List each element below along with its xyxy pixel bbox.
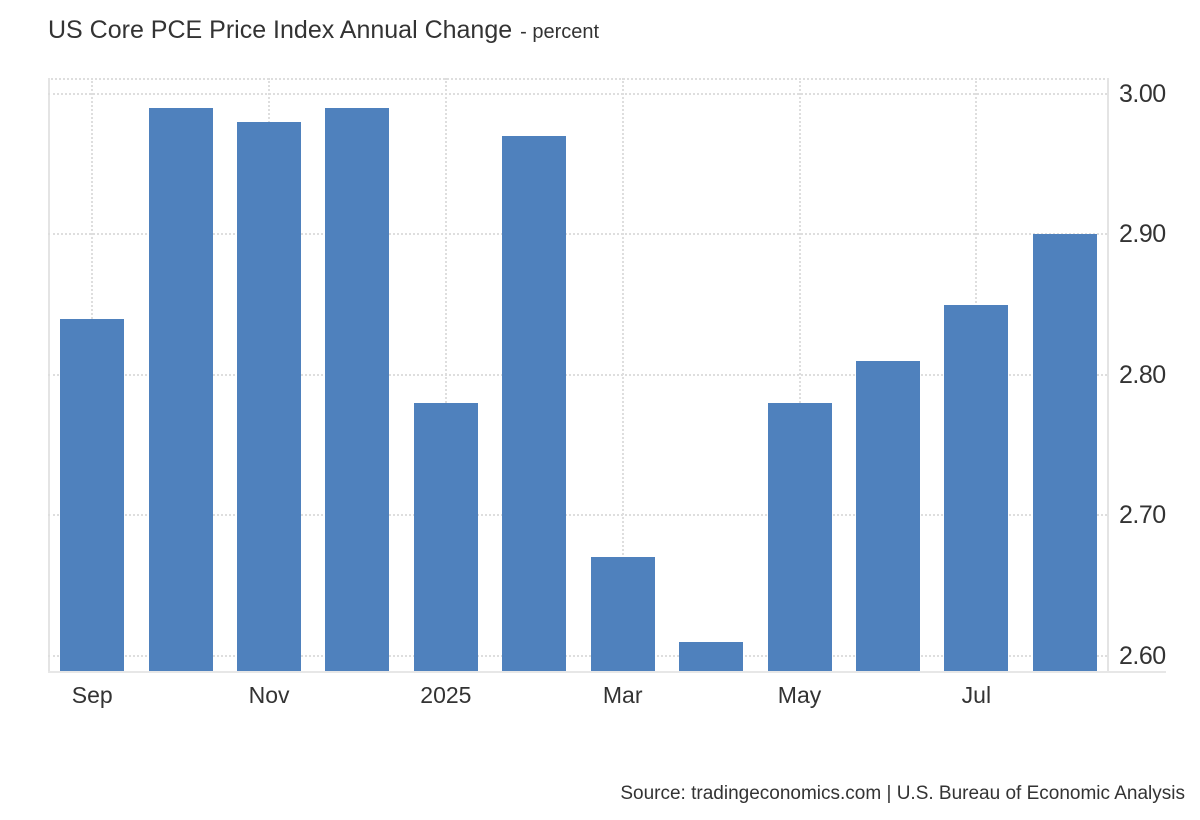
horizontal-gridline bbox=[48, 233, 1107, 236]
bar-aug[interactable] bbox=[1032, 234, 1097, 671]
horizontal-gridline bbox=[48, 373, 1107, 376]
bar-jul[interactable] bbox=[944, 304, 1009, 671]
y-axis-tick-label: 2.80 bbox=[1119, 360, 1166, 389]
horizontal-gridline bbox=[48, 93, 1107, 96]
chart-header: US Core PCE Price Index Annual Change - p… bbox=[48, 16, 599, 45]
x-axis-tick-label: Jul bbox=[961, 682, 992, 708]
bar-apr[interactable] bbox=[679, 641, 744, 671]
bar-2025[interactable] bbox=[413, 402, 478, 671]
plot-top-border bbox=[48, 78, 1109, 80]
bar-nov[interactable] bbox=[237, 122, 302, 671]
y-axis-tick-label: 2.60 bbox=[1119, 641, 1166, 670]
bar-dec[interactable] bbox=[325, 108, 390, 671]
chart-title: US Core PCE Price Index Annual Change bbox=[48, 16, 513, 44]
chart-subtitle: - percent bbox=[520, 21, 600, 43]
bar-mar[interactable] bbox=[590, 557, 655, 671]
bar-may[interactable] bbox=[767, 402, 832, 671]
x-axis-tick-label: Nov bbox=[248, 682, 290, 708]
bar-oct[interactable] bbox=[148, 108, 213, 671]
x-axis-tick-label: May bbox=[777, 682, 822, 708]
horizontal-gridline bbox=[48, 654, 1107, 657]
x-axis-tick-label: Mar bbox=[602, 682, 643, 708]
source-attribution: Source: tradingeconomics.com | U.S. Bure… bbox=[620, 783, 1185, 804]
x-axis-tick-label: Sep bbox=[71, 682, 113, 708]
y-axis-line-right bbox=[1107, 78, 1109, 671]
y-axis-tick-label: 2.90 bbox=[1119, 220, 1166, 249]
x-axis-line bbox=[48, 671, 1166, 673]
horizontal-gridline bbox=[48, 514, 1107, 517]
bar-jun[interactable] bbox=[855, 360, 920, 671]
bar-feb[interactable] bbox=[502, 136, 567, 671]
plot-area: 3.00 2.90 2.80 2.70 2.60 Sep Nov 2025 Mar May Jul bbox=[48, 78, 1166, 708]
x-axis-tick-label: 2025 bbox=[420, 682, 472, 708]
y-axis-tick-label: 3.00 bbox=[1119, 80, 1166, 109]
y-axis-tick-label: 2.70 bbox=[1119, 501, 1166, 530]
bar-sep[interactable] bbox=[60, 318, 125, 671]
